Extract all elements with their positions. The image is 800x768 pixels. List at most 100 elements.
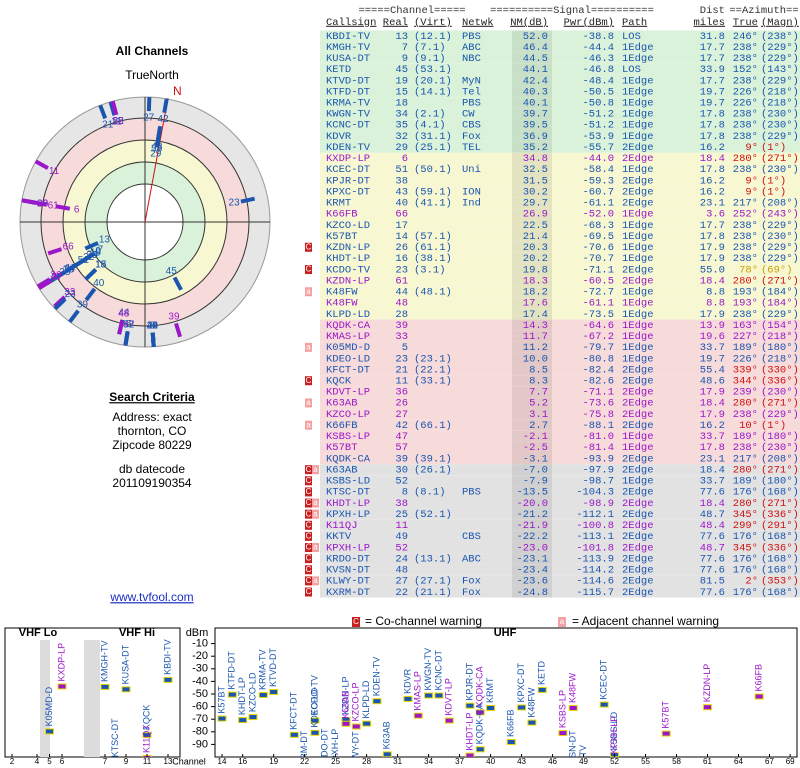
cell: 77.6 (700, 553, 725, 565)
cell: KVSN-DT (326, 565, 370, 577)
cell: 345° (733, 542, 758, 554)
cell: 25 (395, 509, 408, 521)
cell: 246° (733, 31, 758, 43)
cell: -61.1 (582, 298, 614, 310)
cell: (230°) (761, 442, 799, 454)
polar-label: 13 (99, 235, 111, 246)
warning-icon (305, 420, 312, 430)
cell: 2Edge (622, 587, 654, 599)
nm-shade (512, 197, 552, 209)
cell: 5 (402, 342, 408, 354)
signal-mark (475, 746, 485, 753)
row-background (320, 152, 800, 164)
cell: 238° (733, 42, 758, 54)
cell: 2Edge (622, 487, 654, 499)
polar-label: 42 (157, 114, 169, 125)
signal-label: KDVT-LP (444, 678, 454, 716)
cell: 77.6 (700, 531, 725, 543)
cell: 33.7 (700, 342, 725, 354)
cell: 35.2 (523, 142, 548, 154)
cell: 78° (739, 264, 758, 276)
cell: 26 (395, 242, 408, 254)
cell: 176° (733, 553, 758, 565)
cell: 40.3 (523, 86, 548, 98)
cell: 2Edge (622, 420, 654, 432)
signal-label: KZDN-LP (702, 664, 712, 703)
cell: (33.1) (414, 376, 452, 388)
cell: 17.8 (700, 231, 725, 243)
polar-label: 6 (74, 205, 80, 216)
cell: -48.4 (582, 75, 614, 87)
cell: (238°) (761, 31, 799, 43)
row-background (320, 63, 800, 75)
cell: KRMT (326, 198, 351, 210)
signal-label: KZCO-LD (247, 672, 257, 712)
cell: 48.7 (700, 542, 725, 554)
signal-mark (486, 704, 496, 711)
cell: 2Edge (622, 565, 654, 577)
cell: 1Edge (622, 353, 654, 365)
cell: (336°) (761, 509, 799, 521)
cell: (143°) (761, 64, 799, 76)
cell: 6 (402, 153, 408, 165)
cell: 7.7 (529, 387, 548, 399)
signal-label: KZDN-LP (340, 676, 350, 715)
polar-label: 26 (63, 265, 75, 276)
warning-icon (305, 531, 312, 541)
nm-shade (512, 175, 552, 187)
x-tick-label: 25 (331, 757, 340, 766)
x-tick-label: 28 (362, 757, 371, 766)
x-tick-label: 4 (35, 757, 40, 766)
cell: 238° (733, 53, 758, 65)
cell: (31.1) (414, 131, 452, 143)
cell: -53.9 (582, 131, 614, 143)
cell: -50.5 (582, 86, 614, 98)
polar-bar (84, 268, 98, 281)
cell: 9° (745, 142, 758, 154)
cell: 18.4 (700, 464, 725, 476)
row-background (320, 186, 800, 198)
cell: 1Edge (622, 231, 654, 243)
cell: KMGH-TV (326, 42, 371, 54)
cell: 57 (395, 442, 408, 454)
cell: 33 (395, 331, 408, 343)
polar-label: 27 (143, 113, 155, 124)
cell: -75.8 (582, 409, 614, 421)
cell: 176° (733, 565, 758, 577)
signal-mark (227, 691, 237, 698)
cell: (57.1) (414, 231, 452, 243)
polar-label: 17 (66, 263, 78, 274)
nm-shade (512, 52, 552, 64)
polar-bar (150, 332, 156, 347)
cell: 17.8 (700, 164, 725, 176)
x-tick-label: 7 (103, 757, 108, 766)
polar-label: 21 (102, 120, 114, 131)
row-background (320, 330, 800, 342)
cell: 11.2 (523, 342, 548, 354)
signal-label: KUSA-DT (120, 644, 130, 684)
cell: 339° (733, 364, 758, 376)
cell: 23 (395, 264, 408, 276)
signal-label: K57BT (216, 686, 226, 714)
polar-label: 48 (147, 320, 159, 331)
row-background (320, 163, 800, 175)
cell: -112.1 (576, 509, 614, 521)
signal-mark (382, 751, 392, 757)
cell: (59.1) (414, 186, 452, 198)
warning-icon (305, 509, 312, 519)
cell: -51.2 (582, 109, 614, 121)
cell: -67.2 (582, 331, 614, 343)
cell: (218°) (761, 331, 799, 343)
link[interactable]: www.tvfool.com (109, 590, 193, 604)
warning-icon (305, 342, 312, 352)
cell: (66.1) (414, 420, 452, 432)
signal-mark (661, 730, 671, 737)
cell: 52 (395, 476, 408, 488)
polar-label: 57 (51, 272, 63, 283)
signal-label: KCDO-TV (309, 675, 319, 716)
cell: -23.6 (516, 576, 548, 588)
row-background (320, 364, 800, 376)
polar-bar (172, 276, 183, 291)
polar-bar (53, 297, 67, 311)
signal-label: K05MD-D (44, 686, 54, 726)
